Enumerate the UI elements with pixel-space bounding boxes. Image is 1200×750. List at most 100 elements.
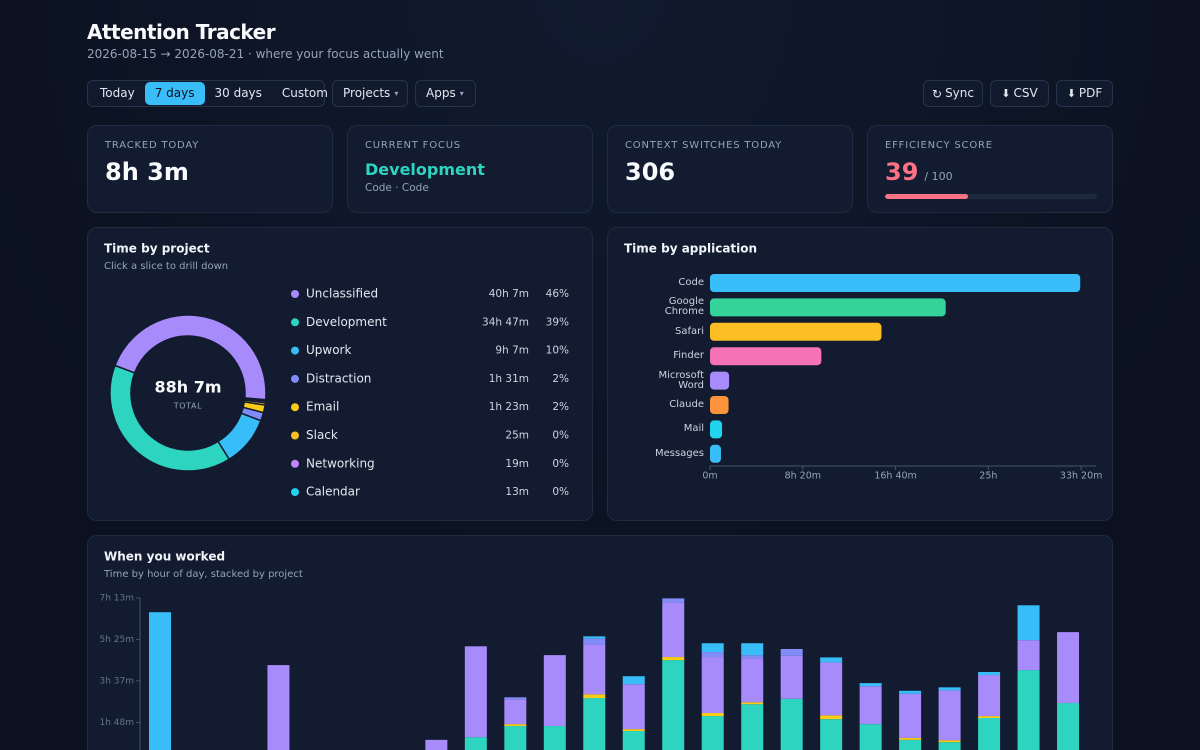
stat-value: 306 bbox=[625, 158, 676, 186]
y-tick-label: 5h 25m bbox=[99, 635, 134, 645]
csv-button[interactable]: ⬇ CSV bbox=[990, 80, 1049, 107]
bar bbox=[710, 322, 882, 341]
stat-card: EFFICIENCY SCORE 39 / 100 bbox=[867, 125, 1113, 213]
bar-segment bbox=[701, 652, 724, 658]
bar-segment bbox=[583, 638, 606, 645]
bar bbox=[710, 396, 729, 414]
stat-label: CONTEXT SWITCHES TODAY bbox=[625, 140, 783, 151]
stat-value: 8h 3m bbox=[105, 158, 189, 186]
bar-segment bbox=[820, 719, 843, 750]
page-subtitle: 2026-08-15 → 2026-08-21 · where your foc… bbox=[87, 47, 444, 61]
bar-segment bbox=[820, 662, 843, 716]
bar-segment bbox=[464, 737, 487, 750]
range-tabs: Today 7 days 30 days Custom bbox=[87, 80, 328, 107]
bar-segment bbox=[1017, 640, 1040, 671]
filter-label: Projects bbox=[343, 86, 391, 100]
legend-name: Email bbox=[306, 400, 339, 414]
legend-dot bbox=[291, 374, 299, 383]
range-tab[interactable]: Today bbox=[100, 86, 135, 100]
y-tick-label: 7h 13m bbox=[99, 594, 134, 604]
bar-segment bbox=[938, 687, 961, 691]
legend-name: Upwork bbox=[306, 343, 351, 357]
bar-segment bbox=[622, 731, 645, 750]
filter-label: Apps bbox=[426, 86, 456, 100]
filter-dropdown[interactable]: Projects ▾ bbox=[332, 80, 408, 107]
stat-label: TRACKED TODAY bbox=[105, 140, 200, 151]
x-tick-label: 0m bbox=[702, 471, 717, 482]
y-tick-label: Claude bbox=[669, 399, 704, 410]
legend-duration: 40h 7m bbox=[489, 288, 529, 300]
caret-icon: ▾ bbox=[459, 89, 464, 98]
sync-icon: ↻ bbox=[932, 86, 943, 101]
bar-segment bbox=[267, 665, 290, 750]
sync-button[interactable]: ↻ Sync bbox=[923, 80, 983, 107]
panel-title: Time by application bbox=[624, 242, 757, 256]
filter-dropdown[interactable]: Apps ▾ bbox=[415, 80, 476, 107]
x-tick-label: 25h bbox=[979, 471, 997, 482]
range-tab[interactable]: Custom bbox=[281, 86, 328, 100]
range-tab[interactable]: 7 days bbox=[144, 82, 205, 105]
y-tick-label: Finder bbox=[673, 350, 704, 362]
pdf-button[interactable]: ⬇ PDF bbox=[1056, 80, 1113, 107]
bar-segment bbox=[583, 644, 606, 695]
bar-segment bbox=[938, 740, 961, 743]
legend-duration: 1h 31m bbox=[489, 373, 529, 385]
legend-duration: 34h 47m bbox=[482, 316, 529, 328]
focus-value: Development bbox=[365, 160, 485, 179]
x-tick-label: 8h 20m bbox=[785, 471, 821, 482]
stat-card: CONTEXT SWITCHES TODAY 306 bbox=[607, 125, 853, 213]
legend-duration: 13m bbox=[505, 486, 529, 498]
bar-segment bbox=[622, 684, 645, 730]
download-icon: ⬇ bbox=[1066, 87, 1076, 100]
bar-segment bbox=[583, 698, 606, 750]
bar bbox=[710, 274, 1081, 292]
legend-dot bbox=[291, 290, 299, 298]
bar-segment bbox=[622, 729, 645, 732]
bar-segment bbox=[899, 739, 922, 750]
y-tick-label: 1h 48m bbox=[99, 718, 134, 728]
bar-segment bbox=[1057, 632, 1080, 704]
bar-segment bbox=[149, 612, 171, 750]
legend-share: 0% bbox=[552, 458, 569, 470]
bar-segment bbox=[978, 671, 1001, 676]
legend-duration: 25m bbox=[505, 430, 529, 442]
panel-subtitle: Time by hour of day, stacked by project bbox=[103, 569, 303, 580]
bar-segment bbox=[859, 724, 882, 750]
bar-segment bbox=[701, 643, 724, 653]
legend-dot bbox=[291, 346, 299, 355]
button-label: CSV bbox=[1013, 86, 1038, 100]
bar-segment bbox=[780, 698, 803, 750]
button-label: PDF bbox=[1078, 86, 1103, 100]
bar-segment bbox=[978, 716, 1001, 718]
legend-duration: 19m bbox=[505, 458, 529, 470]
bar-segment bbox=[741, 655, 764, 659]
legend-share: 0% bbox=[552, 486, 569, 498]
bar-segment bbox=[662, 602, 685, 658]
stat-card: CURRENT FOCUS Development Code · Code bbox=[347, 125, 593, 213]
donut-slice bbox=[217, 412, 262, 461]
stat-label: EFFICIENCY SCORE bbox=[885, 140, 993, 151]
bar-segment bbox=[899, 737, 922, 740]
bar-segment bbox=[741, 643, 764, 656]
bar-segment bbox=[504, 726, 527, 750]
bar-segment bbox=[662, 660, 685, 750]
y-tick-label: Microsoft Word bbox=[658, 369, 704, 391]
legend-name: Distraction bbox=[306, 371, 371, 385]
legend-share: 46% bbox=[546, 288, 569, 300]
donut-total-label: TOTAL bbox=[173, 402, 202, 411]
donut-slice bbox=[114, 314, 267, 401]
range-tab[interactable]: 30 days bbox=[214, 86, 262, 100]
legend-share: 0% bbox=[552, 430, 569, 442]
legend-share: 2% bbox=[552, 401, 569, 413]
legend-share: 10% bbox=[546, 345, 569, 357]
bar-segment bbox=[820, 657, 843, 663]
bar-segment bbox=[622, 676, 645, 685]
project-panel bbox=[87, 227, 593, 521]
stat-card: TRACKED TODAY 8h 3m bbox=[87, 125, 333, 213]
bar-segment bbox=[701, 713, 724, 717]
x-tick-label: 16h 40m bbox=[874, 471, 916, 482]
bar-segment bbox=[1017, 670, 1040, 750]
bar-segment bbox=[859, 683, 882, 687]
panel-subtitle: Click a slice to drill down bbox=[104, 261, 228, 272]
bar-segment bbox=[780, 648, 803, 656]
